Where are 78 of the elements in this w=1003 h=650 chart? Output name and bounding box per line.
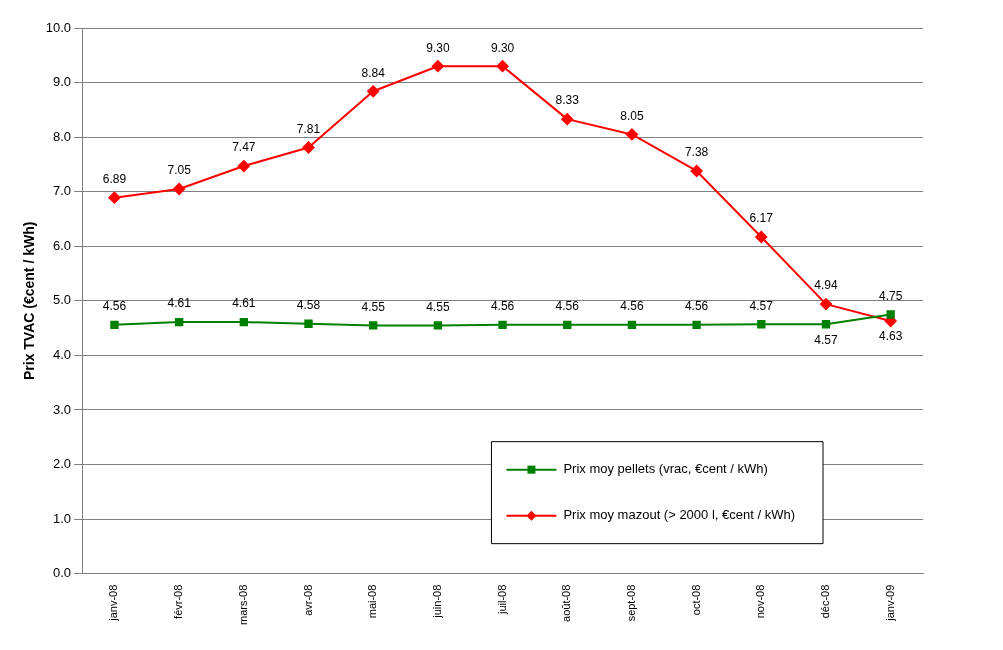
point xyxy=(174,317,184,327)
y-tick-label: 7.0 xyxy=(53,183,72,199)
point xyxy=(563,320,572,330)
point xyxy=(110,320,119,330)
point xyxy=(819,298,832,311)
data-label: 4.55 xyxy=(426,299,450,314)
point xyxy=(302,141,315,154)
point xyxy=(369,321,378,330)
y-tick-label: 1.0 xyxy=(53,510,72,526)
y-tick-label: 8.0 xyxy=(53,128,72,144)
y-tick-label: 3.0 xyxy=(53,401,72,417)
y-tick-label: 0.0 xyxy=(53,565,72,581)
point xyxy=(757,320,766,329)
data-label: 8.05 xyxy=(620,108,644,123)
data-label: 4.58 xyxy=(296,298,321,313)
x-tick-label: avr-08 xyxy=(301,584,314,616)
data-label: 4.56 xyxy=(490,299,515,314)
y-tick-label: 9.0 xyxy=(53,74,72,90)
point xyxy=(108,191,121,204)
x-tick-label: mars-08 xyxy=(236,584,249,625)
point xyxy=(690,164,703,177)
point xyxy=(237,160,250,173)
data-label: 4.63 xyxy=(878,329,903,344)
legend-label: Prix moy mazout (> 2000 l, €cent / kWh) xyxy=(563,507,796,523)
data-label: 4.57 xyxy=(814,332,838,347)
point xyxy=(692,320,701,330)
data-label: 4.57 xyxy=(749,298,774,313)
data-label: 6.89 xyxy=(102,172,127,187)
x-tick-label: déc-08 xyxy=(819,584,831,619)
x-tick-label: sept-08 xyxy=(624,584,637,622)
data-label: 4.55 xyxy=(361,299,386,314)
data-label: 4.56 xyxy=(684,299,709,314)
y-tick-label: 2.0 xyxy=(53,456,72,472)
x-tick-label: juin-08 xyxy=(430,584,443,619)
data-label: 7.47 xyxy=(232,140,256,155)
point xyxy=(627,320,637,330)
x-tick-label: nov-08 xyxy=(754,584,767,619)
point xyxy=(498,320,507,330)
point xyxy=(239,317,248,327)
data-label: 8.84 xyxy=(361,65,386,80)
data-label: 7.38 xyxy=(684,145,709,160)
x-tick-label: août-08 xyxy=(560,584,573,622)
point xyxy=(886,310,895,319)
legend-label: Prix moy pellets (vrac, €cent / kWh) xyxy=(563,461,768,477)
x-tick-label: oct-08 xyxy=(689,584,702,616)
y-tick-label: 10.0 xyxy=(45,19,72,35)
data-label: 6.17 xyxy=(749,211,774,226)
y-tick-label: 6.0 xyxy=(53,237,72,253)
x-tick-label: janv-09 xyxy=(883,584,896,622)
x-tick-label: mai-08 xyxy=(366,584,379,619)
point xyxy=(625,128,638,141)
point xyxy=(431,60,444,73)
data-label: 4.56 xyxy=(555,299,580,314)
data-label: 7.81 xyxy=(296,121,321,136)
data-label: 4.61 xyxy=(167,296,192,311)
point xyxy=(821,320,831,329)
point xyxy=(173,182,186,195)
point xyxy=(496,60,509,73)
y-tick-label: 4.0 xyxy=(53,346,72,362)
point xyxy=(755,230,768,243)
data-label: 8.33 xyxy=(555,93,580,108)
data-label: 9.30 xyxy=(426,40,450,55)
data-label: 4.56 xyxy=(102,299,127,314)
data-label: 7.05 xyxy=(167,163,192,178)
data-label: 9.30 xyxy=(490,40,515,55)
x-tick-label: juil-08 xyxy=(495,584,508,616)
x-tick-label: févr-08 xyxy=(172,584,185,619)
y-axis-title: Prix TVAC (€cent / kWh) xyxy=(21,221,38,381)
data-label: 4.75 xyxy=(878,288,903,303)
x-tick-label: janv-08 xyxy=(107,584,120,622)
point xyxy=(561,113,574,126)
point xyxy=(304,319,313,328)
data-label: 4.61 xyxy=(232,296,256,311)
data-label: 4.94 xyxy=(814,278,838,293)
point xyxy=(433,321,443,330)
y-tick-label: 5.0 xyxy=(53,292,72,308)
point xyxy=(367,85,380,98)
data-label: 4.56 xyxy=(620,299,644,314)
